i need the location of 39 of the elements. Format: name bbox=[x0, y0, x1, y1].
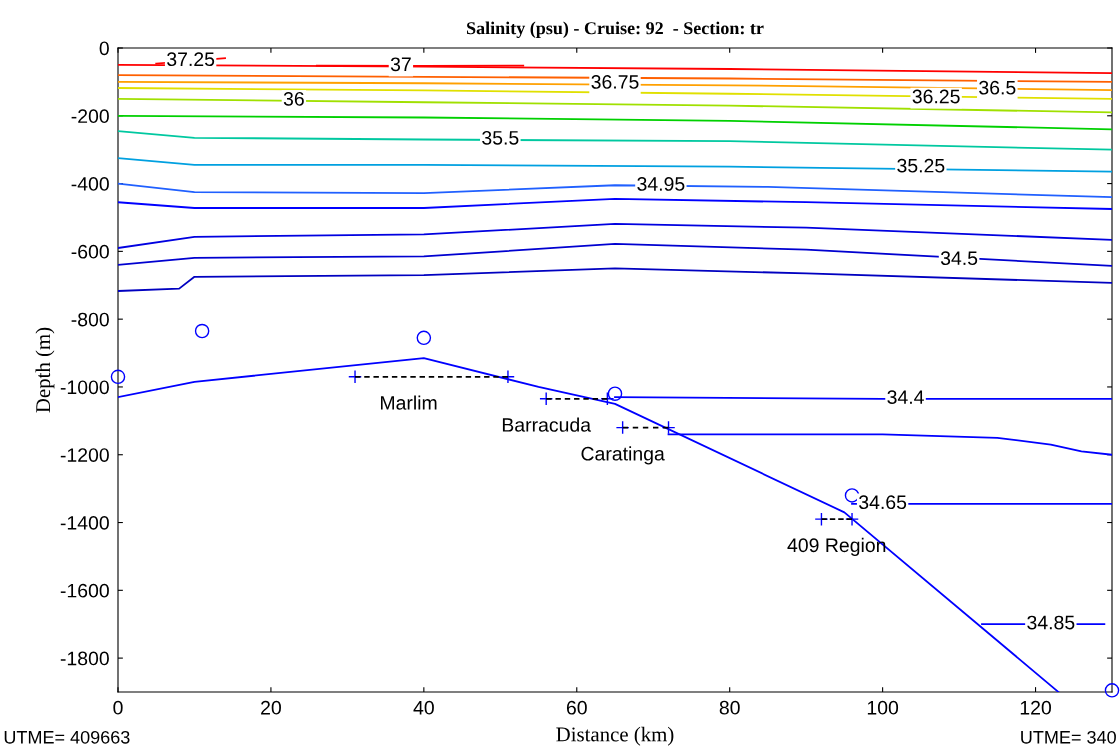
y-tick-label: -1800 bbox=[60, 651, 109, 666]
y-tick-label: -600 bbox=[71, 244, 109, 259]
x-tick-label: 60 bbox=[566, 700, 587, 715]
x-tick-label: 120 bbox=[1020, 700, 1051, 715]
text: UTME= 340 bbox=[1021, 730, 1116, 744]
y-tick-label: -200 bbox=[71, 109, 109, 124]
x-axis-title: Distance (km) bbox=[556, 726, 674, 746]
annotation: Caratinga bbox=[581, 446, 665, 465]
chart-title: Salinity (psu) - Cruise: 92 - Section: tr bbox=[467, 21, 764, 39]
annotation: 35.25 bbox=[897, 158, 945, 173]
y-tick-label: -1200 bbox=[60, 448, 109, 462]
text: UTME= 409663 bbox=[4, 730, 130, 744]
x-tick-label: 80 bbox=[719, 700, 740, 715]
annotation: 34.5 bbox=[940, 251, 978, 266]
y-tick-label: -400 bbox=[71, 177, 109, 191]
annotation: 409 Region bbox=[787, 537, 886, 556]
annotation: 36.75 bbox=[591, 75, 639, 89]
y-tick-label: -1600 bbox=[60, 583, 109, 598]
annotation: Marlim bbox=[380, 395, 437, 410]
annotation: 34.95 bbox=[637, 177, 685, 191]
x-tick-label: 0 bbox=[113, 700, 123, 715]
annotation: 34.4 bbox=[887, 390, 924, 405]
y-tick-label: -800 bbox=[71, 312, 109, 327]
annotation: 36 bbox=[283, 91, 304, 106]
annotation: 36.25 bbox=[912, 89, 960, 104]
annotation: 36.5 bbox=[979, 80, 1016, 95]
y-axis-title: Depth (m) bbox=[35, 327, 55, 413]
annotation: Barracuda bbox=[502, 417, 592, 432]
x-tick-label: 40 bbox=[413, 700, 434, 715]
annotation: 34.65 bbox=[859, 495, 907, 510]
annotation: 37 bbox=[390, 57, 411, 72]
y-tick-label: 0 bbox=[99, 41, 109, 56]
x-tick-label: 20 bbox=[261, 700, 281, 715]
annotation: 35.5 bbox=[482, 130, 519, 145]
annotation: 34.85 bbox=[1027, 615, 1075, 630]
y-tick-label: -1000 bbox=[60, 380, 109, 395]
y-tick-label: -1400 bbox=[60, 515, 109, 530]
annotation: 37.25 bbox=[167, 52, 215, 67]
x-tick-label: 100 bbox=[867, 700, 899, 715]
